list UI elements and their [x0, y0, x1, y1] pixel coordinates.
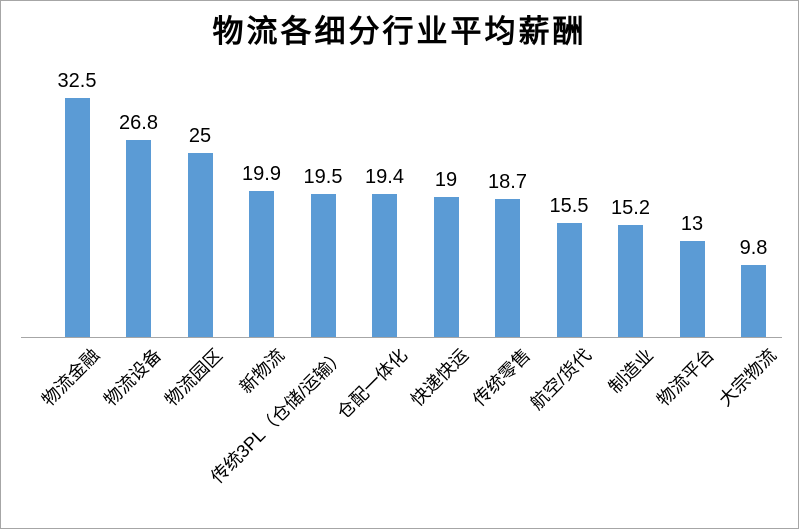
category-label-text: 物流设备 [99, 345, 165, 411]
category-label-text: 传统零售 [468, 345, 534, 411]
bar [556, 223, 582, 337]
bar [741, 265, 766, 337]
bar-value-label: 19.5 [303, 166, 343, 188]
chart-title: 物流各细分行业平均薪酬 [212, 14, 587, 49]
bar [187, 153, 213, 337]
bar-value-label: 18.7 [488, 171, 527, 193]
category-label-text: 物流园区 [161, 345, 227, 411]
category-label-text: 物流平台 [653, 345, 719, 411]
bar [249, 191, 274, 337]
category-label-text: 制造业 [604, 345, 657, 398]
bar [372, 194, 397, 337]
bar [310, 194, 336, 337]
category-label-text: 物流金融 [38, 345, 104, 411]
bar-value-label: 15.2 [611, 197, 650, 219]
bar-value-label: 25 [188, 125, 212, 147]
bar [126, 140, 151, 337]
bar [618, 225, 643, 337]
bar-value-label: 15.5 [549, 195, 589, 217]
bar [64, 98, 90, 337]
bar [679, 241, 705, 337]
bar [433, 197, 459, 337]
bar-value-label: 19.9 [242, 163, 281, 185]
bar-value-label: 13 [680, 213, 704, 235]
bar-value-label: 9.8 [739, 237, 768, 259]
bar [495, 199, 520, 337]
category-label-text: 大宗物流 [714, 345, 780, 411]
category-label-text: 快递快运 [407, 345, 473, 411]
bar-value-label: 19.4 [365, 166, 404, 188]
x-axis-line [21, 337, 782, 338]
bar-value-label: 19 [434, 169, 458, 191]
bar-value-label: 32.5 [57, 70, 97, 92]
category-label-text: 新物流 [235, 345, 288, 398]
category-label-text: 航空/货代 [526, 345, 596, 414]
bar-value-label: 26.8 [119, 112, 158, 134]
